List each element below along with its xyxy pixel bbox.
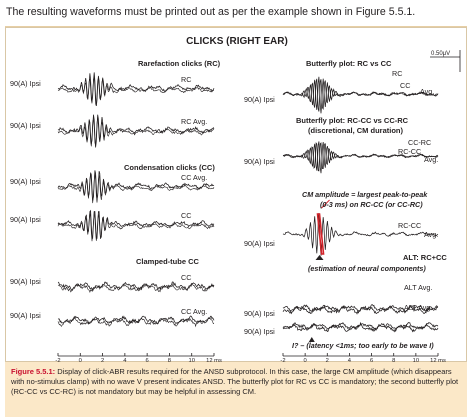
right-trace-level-label: 90(A) Ipsi	[244, 327, 275, 336]
left-trace-level-label: 90(A) Ipsi	[10, 79, 41, 88]
x-tick-label: -2	[280, 358, 285, 363]
right-trace-label: CC	[400, 81, 410, 90]
right-trace-label: ALT Avg.	[404, 303, 432, 312]
annotation-cm-amplitude: CM amplitude = largest peak-to-peak	[302, 190, 428, 199]
x-tick-label: 6	[370, 358, 373, 363]
right-trace-alt-1	[282, 304, 439, 313]
annotation-cm-range: (0-3 ms) on RC-CC (or CC-RC)	[320, 200, 423, 209]
annotation-butterfly-diff: Butterfly plot: RC-CC vs CC-RC	[296, 116, 409, 125]
left-trace-level-label: 90(A) Ipsi	[10, 177, 41, 186]
left-trace-level-label: 90(A) Ipsi	[10, 277, 41, 286]
scale-label: 0.50μV	[431, 51, 450, 57]
left-trace-overlay	[57, 316, 215, 328]
figure-container: CLICKS (RIGHT EAR) 0.50μV Rarefaction cl…	[5, 26, 467, 417]
right-trace-level-label: 90(A) Ipsi	[244, 239, 275, 248]
right-trace-cm-diff	[282, 213, 439, 256]
right-trace-alt-1-overlay	[282, 305, 439, 315]
right-trace-cc-rc	[282, 142, 439, 172]
x-tick-label: 2	[101, 358, 104, 363]
annotation-neural: (estimation of neural components)	[308, 264, 426, 273]
left-trace-label: CC Avg.	[181, 307, 207, 316]
annotation-discretional: (discretional, CM duration)	[308, 126, 404, 135]
caption-label: Figure 5.5.1:	[11, 367, 56, 376]
right-trace-label: RC-CC	[398, 147, 421, 156]
left-trace-overlay	[57, 282, 215, 294]
right-trace-label: CC-RC	[408, 138, 431, 147]
right-trace-label: ALT Avg.	[404, 283, 432, 292]
right-trace-level-label: 90(A) Ipsi	[244, 157, 275, 166]
left-trace-label: RC	[181, 75, 191, 84]
left-trace-line	[57, 170, 215, 201]
x-tick-label: 12 ms	[430, 358, 446, 363]
right-trace-label: Avg.	[424, 230, 438, 239]
x-tick-label: 0	[79, 358, 82, 363]
cm-amplitude-marker	[315, 255, 324, 260]
left-trace-overlay	[57, 77, 215, 106]
x-tick-label: 8	[168, 358, 171, 363]
left-trace-label: CC	[181, 211, 191, 220]
left-trace-overlay	[57, 211, 215, 242]
annotation-butterfly-rc-cc: Butterfly plot: RC vs CC	[306, 59, 392, 68]
right-trace-label: RC-CC	[398, 221, 421, 230]
section-label-clamped: Clamped-tube CC	[136, 257, 200, 266]
annotation-wave-i: I? – (latency <1ms; too early to be wave…	[292, 341, 434, 350]
right-trace-alt-2-overlay	[282, 323, 439, 333]
left-trace-label: CC Avg.	[181, 173, 207, 182]
abr-waveform-chart: CLICKS (RIGHT EAR) 0.50μV Rarefaction cl…	[10, 36, 461, 363]
figure-caption: Figure 5.5.1: Display of click-ABR resul…	[11, 367, 463, 398]
right-trace-alt-2	[282, 321, 439, 331]
left-trace-overlay	[57, 116, 215, 147]
x-tick-label: -2	[55, 358, 60, 363]
x-tick-label: 4	[123, 358, 127, 363]
right-trace-label: Avg.	[420, 87, 434, 96]
left-trace-line	[57, 281, 215, 291]
cm-amplitude-arrow	[321, 199, 330, 209]
chart-title: CLICKS (RIGHT EAR)	[186, 36, 288, 47]
right-trace-label: Avg.	[424, 155, 438, 164]
left-trace-level-label: 90(A) Ipsi	[10, 121, 41, 130]
left-trace-line	[57, 209, 215, 240]
plot-panel: CLICKS (RIGHT EAR) 0.50μV Rarefaction cl…	[5, 27, 467, 363]
left-trace-overlay	[57, 172, 215, 204]
section-label-condensation: Condensation clicks (CC)	[124, 163, 215, 172]
caption-text: Display of click-ABR results required fo…	[11, 367, 459, 397]
x-tick-label: 2	[326, 358, 329, 363]
x-tick-label: 6	[146, 358, 149, 363]
intro-text: The resulting waveforms must be printed …	[6, 6, 416, 18]
x-tick-label: 8	[392, 358, 395, 363]
left-trace-line	[57, 315, 215, 325]
x-tick-label: 0	[304, 358, 307, 363]
left-trace-label: RC Avg.	[181, 117, 207, 126]
section-label-rarefaction: Rarefaction clicks (RC)	[138, 59, 221, 68]
annotation-alt: ALT: RC+CC	[403, 253, 447, 262]
left-trace-level-label: 90(A) Ipsi	[10, 215, 41, 224]
right-trace-label: RC	[392, 69, 402, 78]
wave-i-marker	[308, 337, 315, 342]
cm-amplitude-highlight	[316, 213, 325, 255]
right-trace-level-label: 90(A) Ipsi	[244, 95, 275, 104]
x-tick-label: 4	[348, 358, 352, 363]
left-trace-level-label: 90(A) Ipsi	[10, 311, 41, 320]
right-trace-level-label: 90(A) Ipsi	[244, 309, 275, 318]
x-tick-label: 12 ms	[206, 358, 222, 363]
x-tick-label: 10	[413, 358, 419, 363]
left-trace-label: CC	[181, 273, 191, 282]
x-tick-label: 10	[188, 358, 194, 363]
right-trace-cc	[283, 78, 439, 112]
